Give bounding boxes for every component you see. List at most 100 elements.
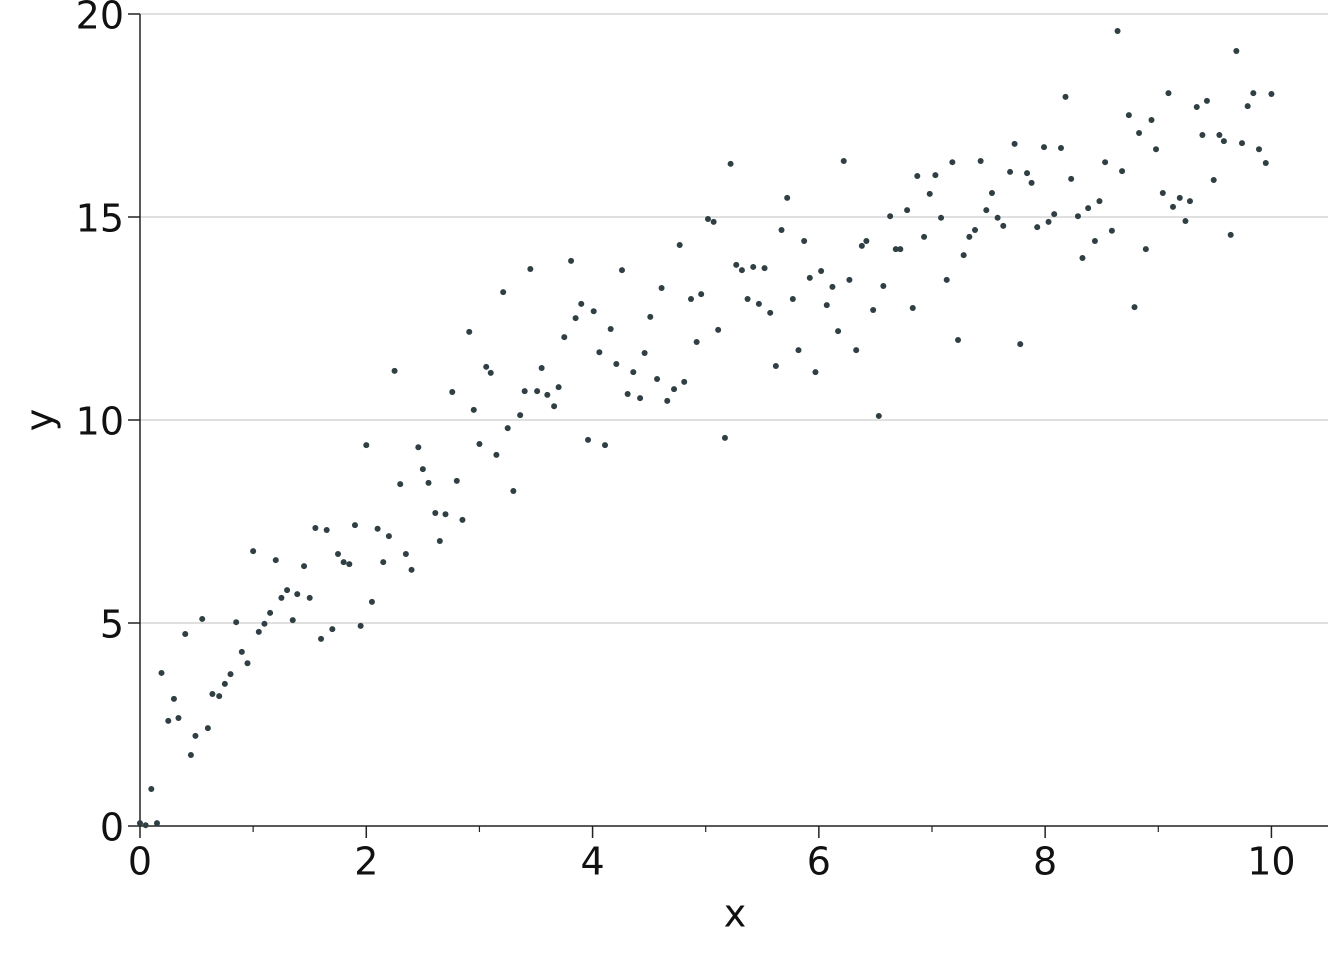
point xyxy=(335,550,341,557)
point xyxy=(261,620,268,627)
point xyxy=(688,296,695,303)
point xyxy=(504,425,511,432)
y-axis-label: y xyxy=(18,409,62,432)
point xyxy=(721,434,728,441)
point xyxy=(1114,28,1121,35)
point xyxy=(289,617,296,624)
point xyxy=(914,172,921,179)
point xyxy=(561,334,568,341)
point xyxy=(517,412,524,419)
point xyxy=(329,626,336,633)
point xyxy=(534,388,541,395)
point xyxy=(613,360,620,367)
x-tick-label: 10 xyxy=(1247,840,1295,884)
point xyxy=(346,561,353,568)
point xyxy=(846,276,853,283)
point xyxy=(1062,93,1069,100)
point xyxy=(250,548,257,555)
point xyxy=(778,226,785,233)
point xyxy=(641,350,648,357)
point xyxy=(1045,218,1052,225)
point xyxy=(966,233,973,240)
point xyxy=(1131,304,1138,311)
point xyxy=(977,157,984,164)
point xyxy=(823,302,830,309)
point xyxy=(1186,198,1193,205)
point xyxy=(425,479,432,486)
point xyxy=(1148,116,1155,123)
point xyxy=(1262,160,1269,167)
point xyxy=(165,717,172,724)
point xyxy=(1142,246,1149,253)
point xyxy=(671,386,678,393)
point xyxy=(1176,194,1183,201)
point xyxy=(971,226,978,233)
point xyxy=(521,388,528,395)
point xyxy=(858,242,865,249)
point xyxy=(351,522,358,529)
point xyxy=(1028,179,1035,186)
point xyxy=(459,516,466,523)
point xyxy=(870,306,877,313)
point xyxy=(544,391,551,398)
point xyxy=(676,242,683,249)
point xyxy=(466,328,473,335)
point xyxy=(415,444,422,451)
point xyxy=(397,481,404,488)
point xyxy=(278,594,285,601)
point xyxy=(853,347,860,354)
point xyxy=(761,265,768,272)
point xyxy=(738,267,745,274)
point xyxy=(733,261,740,268)
point xyxy=(1108,227,1115,234)
point xyxy=(1244,103,1251,110)
point xyxy=(500,289,507,296)
point xyxy=(578,300,585,307)
point xyxy=(1091,237,1098,244)
point xyxy=(1268,90,1275,97)
point xyxy=(453,477,460,484)
point xyxy=(284,587,291,594)
point xyxy=(955,337,962,344)
point xyxy=(647,313,654,320)
point xyxy=(436,537,443,544)
point xyxy=(449,388,456,395)
point xyxy=(470,406,477,413)
point xyxy=(863,237,870,244)
point xyxy=(772,363,779,370)
point xyxy=(1199,131,1206,138)
point xyxy=(727,160,734,167)
point xyxy=(306,594,313,601)
point xyxy=(255,628,262,635)
point xyxy=(158,669,165,676)
point xyxy=(487,369,494,376)
point xyxy=(318,635,325,642)
point xyxy=(1227,231,1234,238)
point xyxy=(750,263,757,270)
point xyxy=(887,213,894,220)
point xyxy=(476,440,483,447)
point xyxy=(585,436,592,443)
point xyxy=(897,246,904,253)
point xyxy=(755,300,762,307)
point xyxy=(204,725,211,732)
point xyxy=(921,233,928,240)
point xyxy=(1102,159,1109,166)
point xyxy=(1216,131,1223,138)
point xyxy=(602,442,609,449)
point xyxy=(1024,170,1031,177)
point xyxy=(1182,218,1189,225)
point xyxy=(187,751,194,758)
point xyxy=(1017,341,1024,348)
point xyxy=(385,533,392,540)
point xyxy=(1051,211,1058,218)
point xyxy=(221,680,228,687)
point xyxy=(983,207,990,214)
point xyxy=(1193,103,1200,110)
point xyxy=(818,267,825,274)
point xyxy=(209,691,216,698)
point xyxy=(244,660,251,667)
point xyxy=(272,557,279,564)
y-tick-label: 5 xyxy=(100,603,124,647)
point xyxy=(698,291,705,298)
